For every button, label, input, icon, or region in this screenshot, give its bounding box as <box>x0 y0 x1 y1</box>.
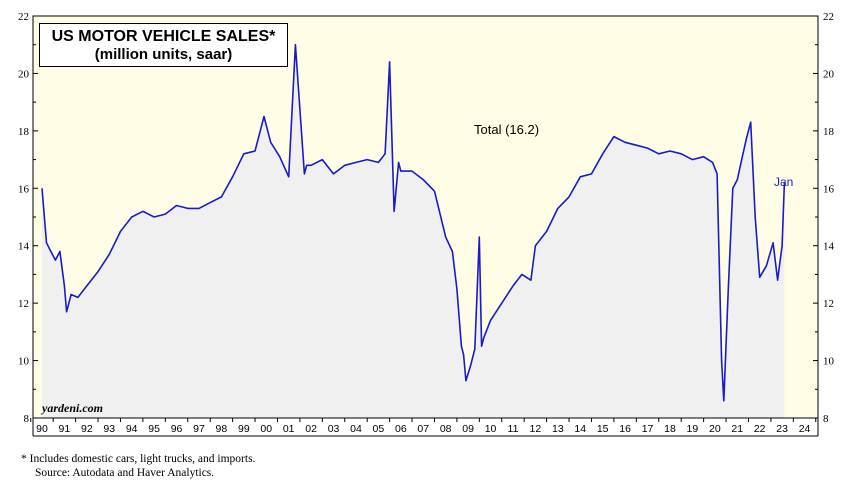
x-axis-labels: 90 91 92 93 94 95 96 97 98 99 00 01 02 03 04 05 06 07 08 09… <box>36 423 810 435</box>
chart-subtitle: (million units, saar) <box>94 46 233 63</box>
x-tick-label: 06 <box>395 423 407 435</box>
x-tick-label: 13 <box>552 423 564 435</box>
y-tick-label-right: 22 <box>823 11 834 23</box>
y-tick-label-left: 22 <box>18 11 29 23</box>
last-point-label: Jan <box>774 175 794 189</box>
x-tick-label: 17 <box>642 423 654 435</box>
series-label: Total (16.2) <box>474 122 540 137</box>
x-tick-label: 10 <box>485 423 497 435</box>
x-tick-label: 19 <box>687 423 699 435</box>
y-tick-label-left: 18 <box>18 126 30 138</box>
x-tick-label: 04 <box>350 423 362 435</box>
chart-title: US MOTOR VEHICLE SALES* <box>51 28 276 45</box>
x-tick-label: 14 <box>574 423 586 435</box>
x-tick-label: 09 <box>462 423 474 435</box>
footnote: * Includes domestic cars, light trucks, … <box>21 453 256 465</box>
x-tick-label: 00 <box>260 423 272 435</box>
y-tick-label-right: 18 <box>823 126 835 138</box>
x-tick-label: 22 <box>754 423 766 435</box>
x-tick-label: 12 <box>530 423 542 435</box>
right-y-axis-labels: 8 10 12 14 16 18 20 22 <box>823 11 835 425</box>
y-tick-label-right: 16 <box>823 183 835 195</box>
y-tick-label-right: 14 <box>823 241 835 253</box>
x-tick-label: 91 <box>59 423 71 435</box>
y-tick-label-right: 20 <box>823 68 835 80</box>
y-tick-label-right: 8 <box>823 413 829 425</box>
y-tick-label-left: 16 <box>18 183 30 195</box>
y-tick-label-left: 12 <box>18 298 29 310</box>
x-tick-label: 95 <box>148 423 160 435</box>
plot-frame <box>32 15 819 419</box>
x-tick-label: 92 <box>81 423 93 435</box>
left-y-axis-labels: 8 10 12 14 16 18 20 22 <box>18 11 30 425</box>
x-tick-label: 94 <box>126 423 138 435</box>
x-tick-label: 07 <box>417 423 429 435</box>
watermark: yardeni.com <box>42 401 103 415</box>
x-tick-label: 97 <box>193 423 205 435</box>
x-tick-label: 96 <box>171 423 183 435</box>
y-tick-label-left: 8 <box>24 413 30 425</box>
x-tick-label: 02 <box>305 423 317 435</box>
series-area-fill <box>42 44 785 418</box>
y-tick-label-right: 12 <box>823 298 834 310</box>
series-line-total <box>41 43 786 402</box>
y-tick-label-left: 20 <box>18 68 30 80</box>
x-tick-label: 93 <box>103 423 115 435</box>
y-tick-label-left: 10 <box>18 356 30 368</box>
x-tick-label: 15 <box>597 423 609 435</box>
x-tick-label: 21 <box>731 423 743 435</box>
y-tick-label-right: 10 <box>823 356 835 368</box>
chart-title-box: US MOTOR VEHICLE SALES* (million units, … <box>39 23 288 67</box>
x-tick-label: 11 <box>508 423 519 435</box>
x-tick-label: 08 <box>440 423 452 435</box>
x-tick-label: 05 <box>373 423 385 435</box>
x-tick-label: 03 <box>328 423 340 435</box>
x-tick-label: 18 <box>664 423 676 435</box>
x-tick-label: 16 <box>619 423 631 435</box>
y-tick-label-left: 14 <box>18 241 30 253</box>
axis-ticks <box>30 15 818 422</box>
x-tick-label: 90 <box>36 423 48 435</box>
source-note: Source: Autodata and Haver Analytics. <box>35 467 215 479</box>
x-tick-label: 98 <box>216 423 228 435</box>
x-tick-label: 01 <box>283 423 295 435</box>
x-tick-label: 20 <box>709 423 721 435</box>
x-tick-label: 23 <box>776 423 788 435</box>
x-tick-label: 99 <box>238 423 250 435</box>
x-tick-label: 24 <box>799 423 811 435</box>
